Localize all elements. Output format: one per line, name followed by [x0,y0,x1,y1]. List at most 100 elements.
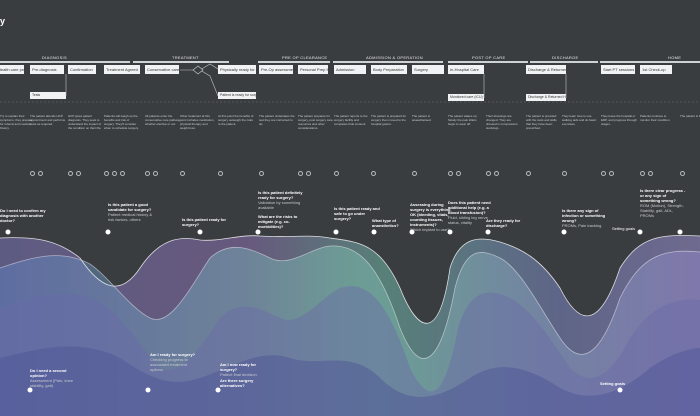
step-box[interactable]: Physically ready for surgery [218,65,256,74]
step-box[interactable]: Treatment Agreed [104,65,140,74]
clipboard-icon [38,171,43,176]
phone-icon [494,171,499,176]
question-text: Are they ready for discharge? [486,218,521,228]
sub-step-box[interactable]: Tests [30,92,66,99]
description-text: The patient is anaesthetised. [412,114,432,122]
step-box[interactable]: Start PT sessions [601,65,635,74]
person-icon [145,171,150,176]
sub-step-box[interactable]: Patient is ready for surgery [218,92,256,99]
phase-label: PRE OP CLEARANCE [282,55,328,60]
question-text: Does this patient need additional help (… [448,200,491,225]
description-text: The patient undertakes the test they are… [259,114,295,126]
step-box[interactable]: Pre-Op assessment [259,65,293,74]
phase-label: TREATMENT [172,55,199,60]
description-text: They learn how to use walking aids and d… [562,114,597,126]
person-icon [486,171,491,176]
person-icon [298,171,303,176]
question-text: Do I need to confirm my diagnosis with a… [0,208,46,223]
step-box[interactable]: Pre-diagnosis [30,65,64,74]
step-box[interactable]: Discharge & Returned Home [526,65,566,74]
person-icon [104,171,109,176]
phase-bar-preop [258,61,330,63]
description-text: Patients continue to monitor their condi… [640,114,671,122]
question-text: Assessing during surgery is everything O… [410,202,451,232]
person-icon [412,171,417,176]
step-box[interactable]: Conservative care [145,65,179,74]
phase-label: ADMISSION & OPERATION [366,55,423,60]
phone-icon [648,171,653,176]
description-text: The patient reports to the surgery facil… [334,114,368,126]
description-text: The patient is provided with the tools a… [526,114,557,130]
bottom-question-text: Am I ready for surgery? Checking progress… [150,352,196,372]
phase-bar-discharge [530,61,598,63]
description-text: The patient attends HCP appointment and … [30,114,66,126]
description-text: The patient prepares for surgery, post s… [298,114,334,130]
clipboard-icon [456,171,461,176]
description-text: Patients will weigh up the benefits and … [104,114,139,130]
step-box[interactable]: Surgery [412,65,444,74]
phase-bar-treatment [133,61,229,63]
page-title: y [0,16,6,26]
question-text: What are the risks to mitigate (e.g. co-… [258,214,298,229]
person-icon [334,171,339,176]
description-text: Their dressings are changed. They are dr… [486,114,518,130]
question-text: Is there any sign of infection or someth… [562,208,606,228]
description-text: The patient is back. [680,114,700,118]
sub-step-box[interactable]: Monitored care (ICU) [448,94,484,101]
question-text: Is this patient definitely ready for sur… [258,190,303,210]
question-text: Is this patient ready for surgery? [182,217,227,227]
clipboard-icon [609,171,614,176]
step-box[interactable]: Confirmation [68,65,96,74]
phase-bar-admission [333,61,443,63]
sub-step-box[interactable]: Discharge & Returned Home [526,94,566,101]
clipboard-icon [112,171,117,176]
step-box[interactable]: Health care professionals [0,65,24,74]
bottom-question-text: Do I need a second opinion? Assessment (P… [30,368,74,388]
clipboard-icon [76,171,81,176]
person-icon [526,171,531,176]
bottom-question-text: Setting goals [600,381,626,386]
description-text: At this point the benefits of surgery ou… [218,114,254,126]
clipboard-icon [371,171,376,176]
phase-bar-diagnosis [0,61,130,63]
phase-bar-home [600,61,700,63]
person-icon [640,171,645,176]
clipboard-icon [218,171,223,176]
question-text: Is this patient ready and safe to go und… [334,206,380,221]
step-box[interactable]: 1st Check-up [640,65,672,74]
person-icon [68,171,73,176]
person-icon [680,171,685,176]
phase-label: HOME [668,55,682,60]
phase-label: POST OP CARE [472,55,506,60]
phase-label: DIAGNOSIS [42,55,67,60]
person-icon [448,171,453,176]
person-icon [30,171,35,176]
person-icon [180,171,185,176]
experience-curves [0,229,700,416]
step-box[interactable]: Personal Prep for surgery [298,65,328,74]
question-text: What type of anaesthetics? [372,218,399,228]
description-text: Other treatment at this point includes m… [180,114,215,130]
question-text: Is there clear progress - or any sign of… [640,188,686,218]
description-text: The patient is prepared for surgery then… [371,114,407,126]
connector-lines [0,63,700,103]
question-text: Is this patient a good candidate for sur… [108,202,153,222]
phase-bar-postop [448,61,528,63]
description-text: All patients enter the conservative care… [145,114,181,126]
phone-icon [153,171,158,176]
description-text: Try to explain their symptoms, they prep… [0,114,33,130]
description-text: They leave the hospital or ERP, and prog… [601,114,637,126]
step-box[interactable]: Body Preparation [371,65,407,74]
phone-icon [120,171,125,176]
description-text: HCP gives patient diagnosis. They seek t… [68,114,102,130]
phone-icon [306,171,311,176]
person-icon [259,171,264,176]
phase-label: DISCHARGE [552,55,579,60]
step-box[interactable]: In-Hospital Care [448,65,484,74]
bottom-question-text: Are there surgery alternatives? [220,378,254,388]
description-text: The patient wakes up. Slowly the pain ki… [448,114,478,126]
person-icon [562,171,567,176]
step-box[interactable]: Admission [334,65,366,74]
setting-goals-label: Setting goals [612,226,636,231]
